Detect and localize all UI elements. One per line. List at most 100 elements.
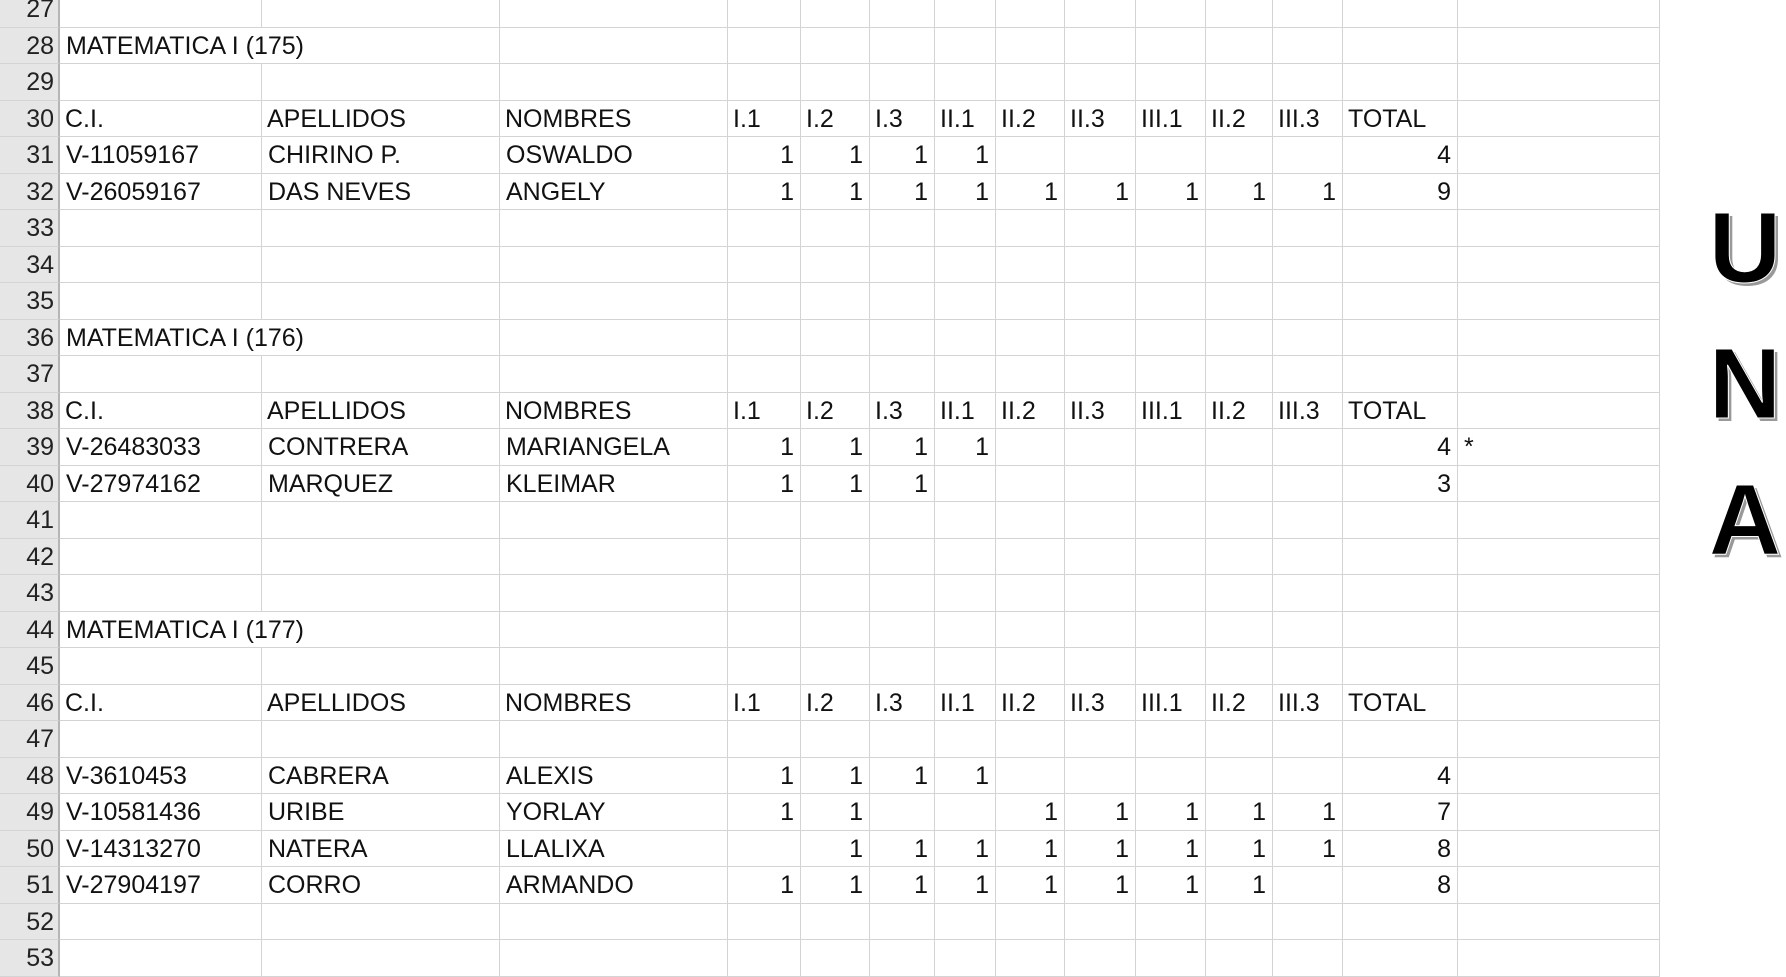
cell[interactable] bbox=[1273, 246, 1343, 283]
row-header[interactable]: 39 bbox=[0, 429, 60, 466]
cell[interactable] bbox=[1136, 611, 1206, 648]
cell[interactable]: 1 bbox=[1273, 830, 1343, 867]
cell[interactable]: 1 bbox=[935, 137, 996, 174]
column-header[interactable]: I.1 bbox=[728, 100, 801, 137]
cell[interactable] bbox=[1273, 940, 1343, 977]
cell[interactable] bbox=[1458, 100, 1660, 137]
cell[interactable] bbox=[1273, 903, 1343, 940]
cell[interactable] bbox=[870, 27, 935, 64]
cell[interactable] bbox=[870, 648, 935, 685]
cell[interactable] bbox=[1273, 283, 1343, 320]
cell[interactable] bbox=[1273, 502, 1343, 539]
cell[interactable]: 1 bbox=[935, 429, 996, 466]
cell[interactable] bbox=[870, 940, 935, 977]
column-header[interactable]: C.I. bbox=[60, 100, 262, 137]
cell[interactable] bbox=[1343, 319, 1458, 356]
column-header[interactable]: II.3 bbox=[1065, 392, 1136, 429]
cell[interactable] bbox=[1065, 538, 1136, 575]
cell[interactable] bbox=[1273, 757, 1343, 794]
cell[interactable]: 1 bbox=[1273, 794, 1343, 831]
cell[interactable]: 1 bbox=[870, 757, 935, 794]
cell[interactable]: 1 bbox=[870, 429, 935, 466]
row-header[interactable]: 48 bbox=[0, 757, 60, 794]
cell[interactable]: 1 bbox=[801, 757, 870, 794]
cell[interactable]: 1 bbox=[1065, 794, 1136, 831]
row-header[interactable]: 32 bbox=[0, 173, 60, 210]
cell[interactable] bbox=[262, 64, 500, 101]
cell[interactable] bbox=[801, 940, 870, 977]
cell[interactable] bbox=[60, 940, 262, 977]
cell[interactable] bbox=[1343, 575, 1458, 612]
cell[interactable]: 1 bbox=[935, 757, 996, 794]
note-cell[interactable] bbox=[1458, 137, 1660, 174]
cell[interactable] bbox=[1458, 64, 1660, 101]
row-header[interactable]: 38 bbox=[0, 392, 60, 429]
cell[interactable] bbox=[1065, 502, 1136, 539]
cell[interactable]: 1 bbox=[801, 137, 870, 174]
cell[interactable] bbox=[1136, 903, 1206, 940]
cell[interactable]: CABRERA bbox=[262, 757, 500, 794]
cell[interactable] bbox=[870, 575, 935, 612]
cell[interactable] bbox=[1065, 210, 1136, 247]
cell[interactable] bbox=[60, 246, 262, 283]
cell[interactable] bbox=[1343, 611, 1458, 648]
cell[interactable]: 9 bbox=[1343, 173, 1458, 210]
note-cell[interactable] bbox=[1458, 465, 1660, 502]
cell[interactable] bbox=[1206, 611, 1273, 648]
cell[interactable]: 1 bbox=[1206, 830, 1273, 867]
column-header[interactable]: C.I. bbox=[60, 684, 262, 721]
cell[interactable] bbox=[1343, 27, 1458, 64]
cell[interactable] bbox=[1136, 429, 1206, 466]
cell[interactable] bbox=[500, 64, 728, 101]
cell[interactable]: V-27974162 bbox=[60, 465, 262, 502]
cell[interactable] bbox=[935, 319, 996, 356]
cell[interactable] bbox=[1458, 611, 1660, 648]
cell[interactable] bbox=[935, 648, 996, 685]
cell[interactable] bbox=[801, 356, 870, 393]
cell[interactable] bbox=[500, 502, 728, 539]
cell[interactable] bbox=[262, 210, 500, 247]
cell[interactable] bbox=[935, 575, 996, 612]
cell[interactable] bbox=[1065, 465, 1136, 502]
cell[interactable] bbox=[996, 356, 1065, 393]
column-header[interactable]: NOMBRES bbox=[500, 100, 728, 137]
cell[interactable]: 1 bbox=[801, 429, 870, 466]
cell[interactable] bbox=[1343, 210, 1458, 247]
cell[interactable] bbox=[870, 794, 935, 831]
cell[interactable] bbox=[870, 319, 935, 356]
cell[interactable] bbox=[801, 903, 870, 940]
cell[interactable]: 1 bbox=[1206, 794, 1273, 831]
cell[interactable] bbox=[1343, 356, 1458, 393]
cell[interactable]: NATERA bbox=[262, 830, 500, 867]
cell[interactable] bbox=[1206, 27, 1273, 64]
cell[interactable] bbox=[935, 246, 996, 283]
cell[interactable] bbox=[801, 0, 870, 28]
row-header[interactable]: 37 bbox=[0, 356, 60, 393]
column-header[interactable]: I.3 bbox=[870, 392, 935, 429]
column-header[interactable]: II.1 bbox=[935, 392, 996, 429]
cell[interactable] bbox=[1273, 27, 1343, 64]
cell[interactable] bbox=[1136, 648, 1206, 685]
cell[interactable]: 1 bbox=[1206, 173, 1273, 210]
cell[interactable] bbox=[1206, 137, 1273, 174]
cell[interactable]: MARIANGELA bbox=[500, 429, 728, 466]
column-header[interactable]: II.3 bbox=[1065, 684, 1136, 721]
cell[interactable] bbox=[262, 940, 500, 977]
cell[interactable] bbox=[1343, 648, 1458, 685]
cell[interactable] bbox=[870, 356, 935, 393]
cell[interactable]: V-26483033 bbox=[60, 429, 262, 466]
cell[interactable] bbox=[1136, 64, 1206, 101]
cell[interactable] bbox=[1458, 903, 1660, 940]
cell[interactable] bbox=[870, 283, 935, 320]
cell[interactable]: V-11059167 bbox=[60, 137, 262, 174]
cell[interactable] bbox=[1273, 575, 1343, 612]
cell[interactable]: V-14313270 bbox=[60, 830, 262, 867]
cell[interactable] bbox=[1136, 283, 1206, 320]
cell[interactable]: CORRO bbox=[262, 867, 500, 904]
cell[interactable] bbox=[500, 0, 728, 28]
cell[interactable] bbox=[262, 538, 500, 575]
cell[interactable] bbox=[1136, 465, 1206, 502]
cell[interactable] bbox=[1206, 903, 1273, 940]
column-header[interactable]: I.1 bbox=[728, 392, 801, 429]
cell[interactable]: 7 bbox=[1343, 794, 1458, 831]
